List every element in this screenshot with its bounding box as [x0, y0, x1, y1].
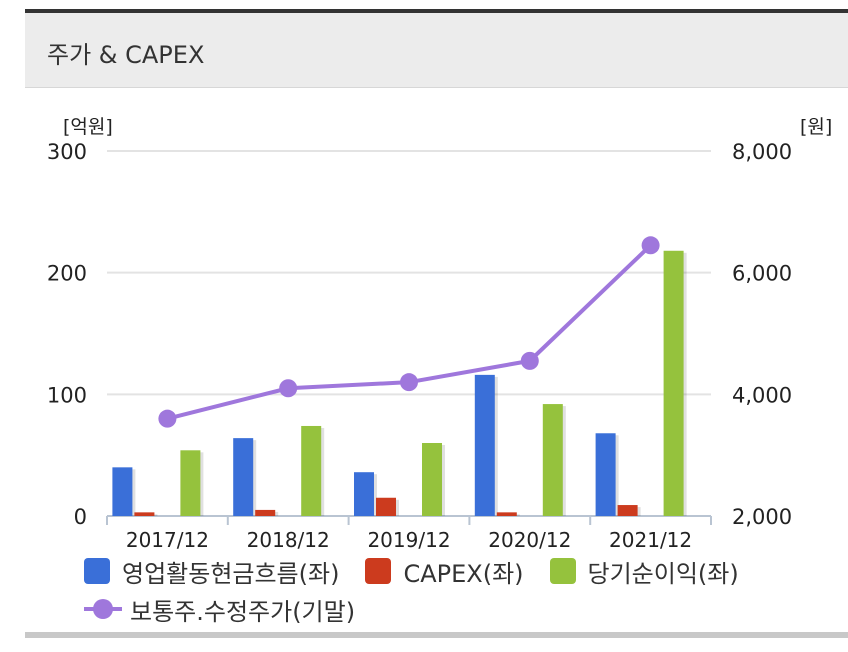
legend-swatch-operating-cash-flow	[84, 558, 110, 584]
bar	[474, 374, 495, 516]
bar	[617, 505, 638, 516]
x-axis-tick-label: 2017/12	[126, 528, 209, 552]
x-axis-tick-label: 2019/12	[367, 528, 450, 552]
bar	[134, 512, 155, 516]
legend-swatch-stock-price	[84, 596, 122, 622]
bar	[376, 497, 396, 516]
legend-label-stock-price: 보통주.수정주가(기말)	[130, 597, 356, 626]
right-axis-tick-label: 8,000	[732, 140, 792, 164]
bar	[112, 467, 133, 516]
line-point	[400, 373, 418, 392]
bar	[233, 438, 254, 516]
chart-legend: 영업활동현금흐름(좌) CAPEX(좌) 당기순이익(좌) 보통주.수정주가(기…	[84, 552, 824, 628]
chart-title: 주가 & CAPEX	[47, 41, 205, 69]
legend-item-capex[interactable]: CAPEX(좌)	[365, 554, 524, 589]
bar	[354, 472, 374, 516]
bar	[422, 443, 442, 516]
left-axis-tick-label: 0	[74, 505, 87, 529]
left-axis-tick-label: 100	[47, 383, 87, 407]
left-axis-tick-label: 300	[47, 140, 87, 164]
x-axis-tick-label: 2021/12	[609, 528, 692, 552]
right-axis-tick-label: 4,000	[732, 383, 792, 407]
left-axis-unit: [억원]	[63, 116, 113, 138]
legend-swatch-capex	[365, 558, 392, 584]
legend-label-capex: CAPEX(좌)	[403, 559, 524, 588]
line-series	[166, 243, 652, 421]
legend-item-net-income[interactable]: 당기순이익(좌)	[549, 554, 739, 589]
bar	[663, 250, 684, 516]
chart-area: 0 100 200 300 2,000 4,000 6,000 8,000 [억원] [원] 201…	[47, 116, 832, 552]
bar	[180, 450, 201, 516]
footer-border	[25, 632, 848, 638]
right-axis-tick-label: 2,000	[732, 505, 792, 529]
bar	[496, 512, 517, 516]
right-axis-tick-label: 6,000	[732, 262, 792, 286]
left-axis-tick-label: 200	[47, 262, 87, 286]
legend-label-operating-cash-flow: 영업활동현금흐름(좌)	[122, 559, 340, 588]
bar	[301, 425, 322, 516]
legend-row-bars: 영업활동현금흐름(좌) CAPEX(좌) 당기순이익(좌)	[84, 552, 824, 590]
line-point	[279, 379, 298, 398]
header-top-border	[25, 9, 848, 13]
line-point	[520, 351, 539, 370]
bar	[255, 509, 276, 516]
x-axis-tick-label: 2020/12	[488, 528, 571, 552]
legend-swatch-net-income	[549, 558, 576, 584]
line-point	[641, 236, 660, 255]
x-axis-tick-label: 2018/12	[247, 528, 330, 552]
right-axis-unit: [원]	[800, 116, 832, 138]
legend-item-stock-price[interactable]: 보통주.수정주가(기말)	[84, 592, 355, 627]
bar	[595, 433, 616, 516]
legend-item-operating-cash-flow[interactable]: 영업활동현금흐름(좌)	[84, 554, 339, 589]
line-point	[158, 409, 177, 428]
legend-row-line: 보통주.수정주가(기말)	[84, 590, 824, 628]
legend-label-net-income: 당기순이익(좌)	[587, 559, 739, 588]
chart-header: 주가 & CAPEX	[25, 13, 848, 88]
bar	[542, 404, 563, 516]
